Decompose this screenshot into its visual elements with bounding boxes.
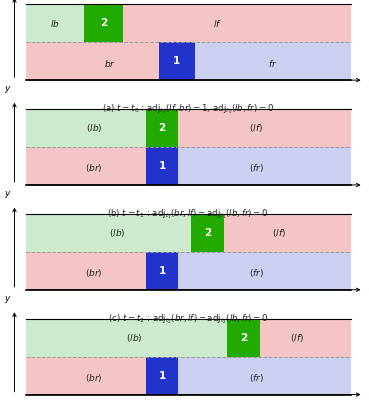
Bar [26, 214, 208, 252]
Text: (a) $t = t_0$ : $\mathrm{adj}_{t_0}(lf, br) = 1$, $\mathrm{adj}_{t_0}(lb, fr) = : (a) $t = t_0$ : $\mathrm{adj}_{t_0}(lf, … [102, 103, 275, 116]
Bar [26, 109, 162, 147]
Text: $y$: $y$ [4, 84, 12, 95]
Text: $lf$: $lf$ [213, 18, 222, 29]
Bar [26, 357, 162, 395]
Bar [84, 4, 123, 42]
Text: $(fr)$: $(fr)$ [249, 162, 264, 174]
Bar [26, 319, 244, 357]
Text: $y$: $y$ [4, 294, 12, 305]
Text: $(lf)$: $(lf)$ [272, 227, 286, 239]
Text: $(br)$: $(br)$ [85, 372, 103, 384]
Bar [162, 109, 351, 147]
Text: $(fr)$: $(fr)$ [249, 267, 264, 279]
Bar [208, 214, 351, 252]
Text: $br$: $br$ [104, 58, 116, 69]
Bar [146, 252, 179, 290]
Text: $lb$: $lb$ [50, 18, 60, 29]
Text: $(lb)$: $(lb)$ [86, 122, 102, 134]
Text: $(lb)$: $(lb)$ [108, 227, 125, 239]
Bar [26, 4, 84, 42]
Text: $(br)$: $(br)$ [85, 162, 103, 174]
Bar [162, 252, 351, 290]
Bar [26, 252, 162, 290]
Text: $x$: $x$ [368, 74, 369, 83]
Text: $y$: $y$ [4, 189, 12, 200]
Text: $x$: $x$ [368, 284, 369, 293]
Bar [162, 147, 351, 185]
Bar [146, 109, 179, 147]
Bar [195, 42, 351, 80]
Text: $(br)$: $(br)$ [85, 267, 103, 279]
Text: 2: 2 [100, 18, 107, 28]
Text: 1: 1 [159, 266, 166, 276]
Text: 1: 1 [159, 371, 166, 381]
Text: $fr$: $fr$ [268, 58, 277, 69]
Bar [146, 357, 179, 395]
Bar [159, 42, 195, 80]
Text: $x$: $x$ [368, 388, 369, 397]
Text: (b) $t = t_1$ : $\mathrm{adj}_{t_1}(br, lf) = \mathrm{adj}_{t_1}(lb, fr) = 0$: (b) $t = t_1$ : $\mathrm{adj}_{t_1}(br, … [107, 208, 269, 221]
Text: 1: 1 [159, 161, 166, 171]
Text: 2: 2 [240, 332, 247, 342]
Bar [162, 357, 351, 395]
Text: 2: 2 [159, 123, 166, 133]
Text: 1: 1 [173, 56, 180, 66]
Text: 2: 2 [204, 228, 211, 238]
Text: (c) $t = t_2$ : $\mathrm{adj}_{t_2}(br, lf) = \mathrm{adj}_{t_2}(lb, fr) = 0$: (c) $t = t_2$ : $\mathrm{adj}_{t_2}(br, … [108, 312, 269, 326]
Text: $(fr)$: $(fr)$ [249, 372, 264, 384]
Bar [146, 147, 179, 185]
Bar [26, 42, 195, 80]
Bar [84, 4, 351, 42]
Text: $(lf)$: $(lf)$ [249, 122, 263, 134]
Bar [192, 214, 224, 252]
Bar [244, 319, 351, 357]
Text: $(lf)$: $(lf)$ [290, 332, 304, 344]
Text: $(lb)$: $(lb)$ [126, 332, 143, 344]
Text: $x$: $x$ [368, 179, 369, 188]
Bar [26, 147, 162, 185]
Bar [227, 319, 260, 357]
